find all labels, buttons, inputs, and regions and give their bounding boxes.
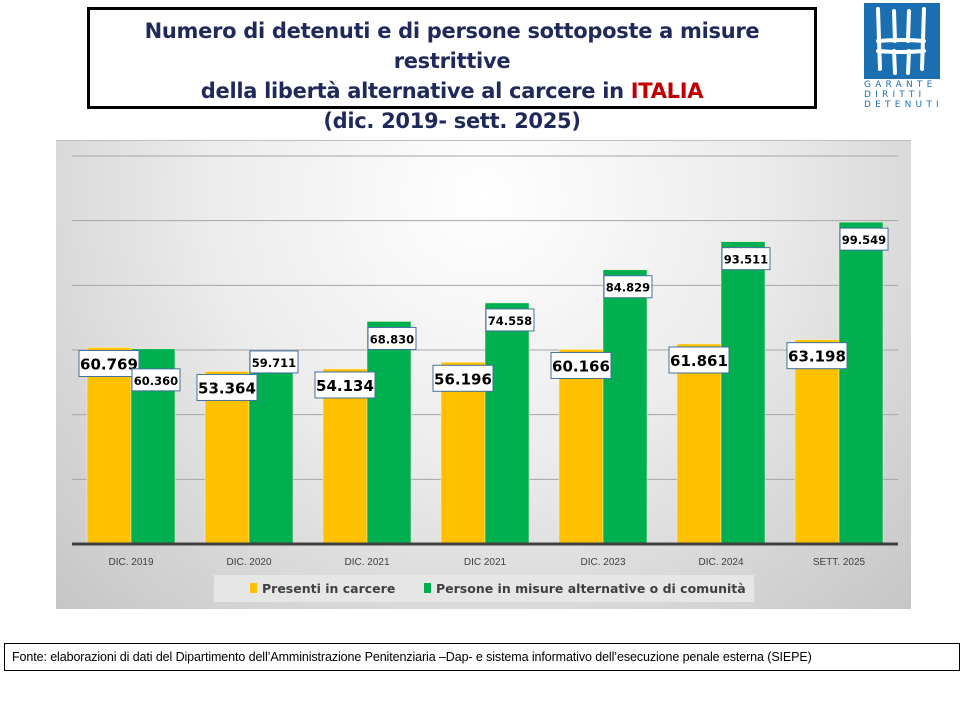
legend-label-alternative: Persone in misure alternative o di comun…	[436, 581, 746, 596]
data-label-alternative: 84.829	[606, 281, 650, 295]
legend-swatch-alternative	[424, 583, 431, 593]
data-label-box	[432, 364, 494, 392]
chart-title-box: Numero di detenuti e di persone sottopos…	[87, 7, 817, 133]
data-label-box	[196, 373, 258, 401]
x-tick-label: DIC. 2023	[580, 557, 625, 568]
data-label-presenti: 56.196	[434, 370, 492, 388]
legend-swatch-presenti	[250, 583, 257, 593]
data-label-alternative: 68.830	[370, 332, 414, 346]
x-tick-label: DIC. 2020	[226, 557, 271, 568]
x-tick-label: DIC. 2019	[108, 557, 153, 568]
data-label-box	[550, 351, 612, 379]
bar-presenti	[558, 349, 604, 545]
data-label-box	[78, 350, 140, 378]
data-label-presenti: 54.134	[316, 377, 374, 395]
garante-logo: GARANTE DIRITTI DETENUTI	[864, 3, 944, 113]
legend-box	[214, 575, 754, 602]
logo-line-3: DETENUTI	[864, 100, 943, 110]
bar-alternative	[838, 221, 884, 545]
title-line-2-prefix: della libertà alternative al carcere in	[200, 79, 631, 103]
x-tick-label: DIC. 2021	[344, 557, 389, 568]
data-label-presenti: 61.861	[670, 352, 728, 370]
data-label-box	[367, 326, 417, 350]
x-tick-label: DIC. 2024	[698, 557, 743, 568]
bar-presenti	[440, 362, 486, 545]
data-label-box	[603, 275, 653, 299]
bar-alternative	[484, 302, 530, 545]
garante-logo-text: GARANTE DIRITTI DETENUTI	[864, 80, 944, 110]
data-label-presenti: 53.364	[198, 379, 256, 397]
data-label-alternative: 99.549	[842, 233, 886, 247]
logo-line-2: DIRITTI	[864, 90, 926, 100]
data-label-alternative: 60.360	[134, 374, 178, 388]
legend-label-presenti: Presenti in carcere	[262, 581, 395, 596]
data-label-box	[485, 308, 535, 332]
logo-line-1: GARANTE	[864, 80, 937, 90]
data-label-box	[249, 350, 299, 374]
bar-alternative	[720, 241, 766, 545]
data-label-presenti: 63.198	[788, 348, 846, 366]
source-note: Fonte: elaborazioni di dati del Dipartim…	[4, 643, 960, 671]
data-label-box	[314, 371, 376, 399]
chart-area: 60.769 60.360 53.364 59.711 54.134 68.830 56.1…	[56, 140, 911, 609]
x-tick-label: SETT. 2025	[813, 557, 866, 568]
bar-presenti	[794, 339, 840, 545]
garante-logo-icon	[864, 3, 940, 79]
data-label-box	[786, 342, 848, 370]
data-label-alternative: 93.511	[724, 253, 768, 267]
data-label-box	[131, 368, 181, 392]
data-label-alternative: 59.711	[252, 356, 296, 370]
bar-alternative	[602, 269, 648, 545]
data-label-alternative: 74.558	[488, 314, 532, 328]
data-label-box	[721, 247, 771, 271]
data-label-box	[668, 346, 730, 374]
data-label-presenti: 60.166	[552, 357, 610, 375]
data-label-presenti: 60.769	[80, 356, 138, 374]
title-line-2: della libertà alternative al carcere in …	[90, 76, 814, 106]
bar-presenti	[676, 343, 722, 545]
title-line-3: (dic. 2019- sett. 2025)	[323, 109, 581, 133]
bar-alternative	[366, 321, 412, 545]
x-tick-label: DIC 2021	[464, 557, 507, 568]
title-line-1: Numero di detenuti e di persone sottopos…	[144, 19, 760, 73]
title-highlight-italia: ITALIA	[630, 79, 704, 103]
data-label-box	[839, 227, 889, 251]
